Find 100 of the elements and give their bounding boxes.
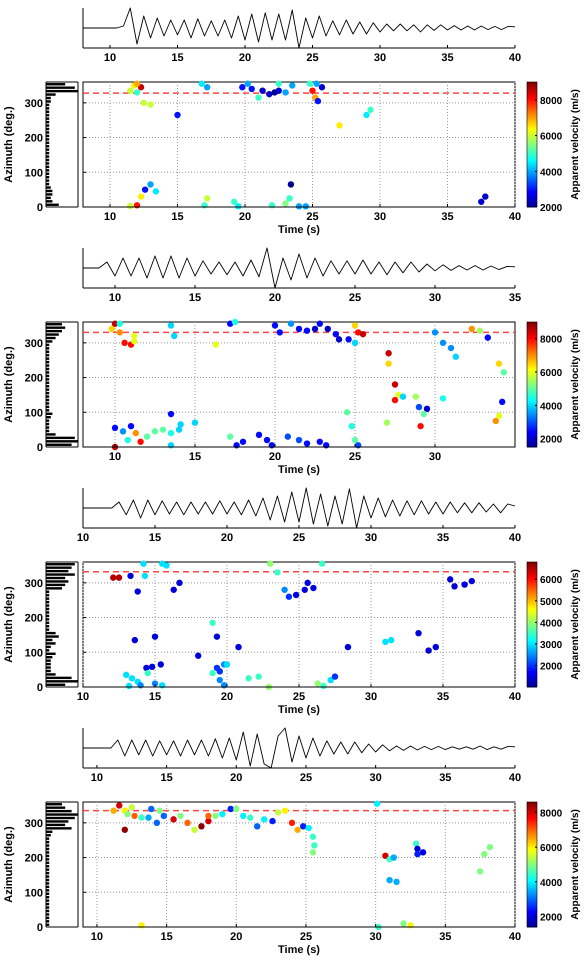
x-tick-label: 10 (108, 451, 122, 463)
point (288, 181, 294, 188)
x-tick-label: 40 (508, 52, 522, 64)
point (432, 644, 439, 650)
x-tick-label: 35 (436, 532, 450, 544)
point (266, 90, 272, 98)
point (184, 820, 191, 826)
point (481, 850, 488, 858)
point (240, 812, 246, 820)
x-tick-label: 25 (306, 211, 319, 223)
point (244, 80, 251, 87)
x-tick-label: 15 (160, 772, 173, 784)
point (140, 100, 147, 106)
x-axis-title: Time (s) (278, 944, 320, 956)
x-tick-label: 30 (428, 451, 442, 463)
x-tick-label: 15 (188, 451, 202, 463)
y-tick-label: 300 (24, 578, 43, 590)
point (476, 868, 484, 875)
point (451, 583, 458, 590)
point (400, 920, 407, 927)
point (420, 849, 426, 856)
y-axis-title: Azimuth (deg.) (3, 106, 15, 183)
point (281, 586, 288, 593)
color-bar-label: 2000 (540, 912, 563, 924)
point (414, 850, 421, 858)
point (286, 195, 293, 202)
point (116, 802, 122, 809)
x-tick-label: 30 (374, 211, 386, 223)
point (116, 574, 122, 581)
point (170, 586, 177, 593)
point (260, 816, 268, 823)
x-tick-label: 40 (508, 931, 522, 943)
x-tick-label: 20 (220, 532, 234, 544)
point (132, 636, 138, 644)
color-bar-label: 4000 (540, 618, 563, 630)
point (310, 834, 316, 840)
y-tick-label: 200 (24, 612, 43, 625)
x-tick-label: 10 (90, 931, 104, 943)
point (134, 588, 141, 595)
point (468, 578, 475, 584)
x-tick-label: 35 (436, 691, 450, 703)
x-tick-label: 15 (188, 292, 202, 304)
point (276, 80, 282, 87)
point (152, 188, 160, 195)
point (313, 80, 320, 87)
point (314, 680, 321, 687)
point (310, 584, 317, 592)
point (393, 878, 400, 886)
point (228, 806, 234, 812)
x-tick-label: 10 (90, 772, 104, 784)
point (254, 823, 260, 830)
point (219, 810, 226, 818)
point (233, 806, 240, 812)
point (309, 87, 316, 94)
x-tick-label: 20 (220, 691, 234, 703)
point (327, 676, 334, 684)
point (247, 814, 254, 821)
color-bar-label: 2000 (540, 434, 563, 446)
point (224, 661, 230, 668)
point (300, 823, 306, 830)
point (138, 193, 144, 200)
color-bar-label: 6000 (540, 132, 563, 143)
point (148, 806, 154, 812)
point (388, 636, 394, 644)
point (482, 193, 488, 200)
x-tick-label: 30 (370, 772, 382, 784)
x-tick-label: 40 (508, 772, 522, 784)
y-tick-label: 300 (24, 818, 43, 830)
point (138, 814, 145, 821)
x-tick-label: 35 (439, 931, 452, 943)
point (144, 670, 151, 676)
point (170, 816, 177, 823)
point (259, 87, 266, 94)
x-tick-label: 40 (508, 691, 522, 703)
x-tick-label: 35 (441, 211, 454, 223)
x-tick-label: 10 (76, 691, 90, 703)
point (310, 849, 316, 856)
y-tick-label: 0 (36, 442, 43, 454)
x-tick-label: 15 (171, 211, 184, 223)
point (478, 198, 484, 205)
point (344, 644, 352, 650)
point (156, 807, 163, 814)
color-bar-label: 6000 (540, 843, 563, 854)
x-tick-label: 15 (171, 52, 184, 64)
x-tick-label: 20 (268, 451, 282, 463)
y-tick-label: 0 (36, 682, 43, 694)
point (282, 807, 288, 814)
point (177, 812, 184, 820)
color-bar-title: Apparent velocity (m/s) (570, 89, 581, 200)
point (276, 87, 282, 94)
point (158, 661, 164, 668)
point (245, 675, 252, 682)
point (198, 80, 205, 87)
point (318, 560, 326, 567)
point (311, 842, 318, 849)
color-bar-label: 6000 (540, 368, 563, 379)
point (255, 94, 262, 101)
x-tick-label: 10 (104, 211, 116, 223)
point (142, 186, 148, 193)
point (205, 812, 212, 820)
